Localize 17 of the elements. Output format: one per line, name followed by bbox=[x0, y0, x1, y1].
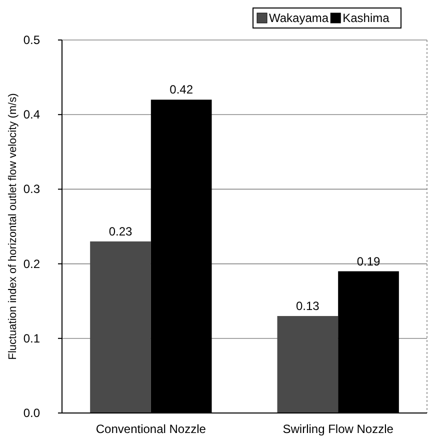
y-tick-label: 0.4 bbox=[23, 108, 40, 122]
legend-label: Wakayama bbox=[269, 11, 329, 25]
bar bbox=[277, 316, 338, 413]
x-tick-label: Conventional Nozzle bbox=[96, 422, 206, 436]
data-label: 0.19 bbox=[356, 254, 381, 268]
data-label: 0.23 bbox=[108, 224, 132, 238]
y-axis-title: Fluctuation index of horizontal outlet flow velocity (m/s) bbox=[7, 93, 19, 360]
legend-label: Kashima bbox=[342, 11, 390, 25]
y-tick-label: 0.3 bbox=[23, 182, 40, 196]
y-tick-label: 0.0 bbox=[23, 406, 40, 420]
y-tick-label: 0.2 bbox=[23, 256, 40, 271]
data-label: 0.13 bbox=[296, 299, 320, 314]
data-label: 0.42 bbox=[170, 82, 194, 97]
y-tick-label: 0.5 bbox=[23, 33, 40, 47]
x-tick-label: Swirling Flow Nozzle bbox=[282, 422, 394, 436]
y-tick-label: 0.1 bbox=[23, 331, 40, 346]
bar bbox=[90, 241, 151, 413]
